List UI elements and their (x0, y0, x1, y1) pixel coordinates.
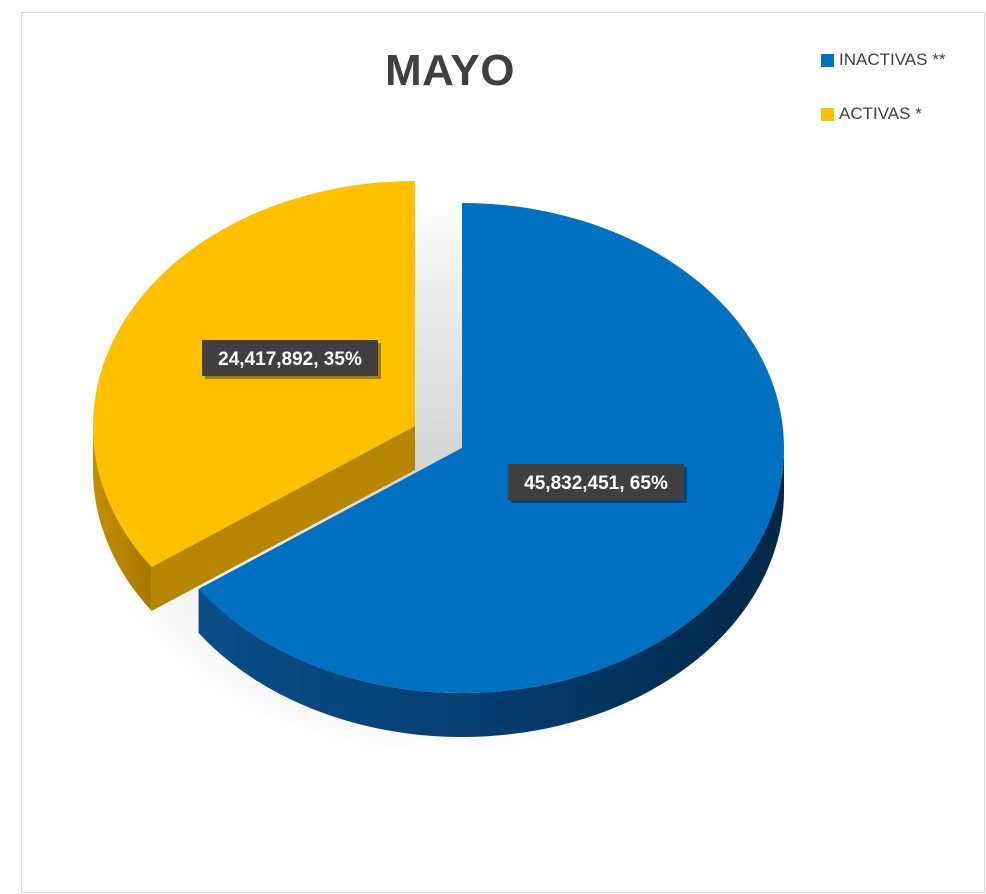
legend-item-inactivas: INACTIVAS ** (821, 48, 945, 72)
legend-label-activas: ACTIVAS * (839, 104, 922, 123)
legend-label-inactivas: INACTIVAS ** (839, 50, 946, 69)
legend: INACTIVAS ** ACTIVAS * (821, 48, 945, 156)
pie-side-inactivas (198, 448, 784, 737)
legend-swatch-activas (821, 107, 834, 121)
legend-item-activas: ACTIVAS * (821, 102, 945, 126)
chart-title: MAYO (385, 46, 515, 95)
data-label-text: 45,832,451, 65% (524, 473, 668, 494)
pie-side-activas (93, 426, 152, 611)
data-label-box (202, 340, 378, 376)
pie-slice-inactivas (198, 203, 784, 694)
data-label-inactivas: 45,832,451, 65% (508, 464, 687, 503)
pie-edge-activas-0 (151, 426, 415, 611)
data-label-box (508, 464, 684, 500)
data-label-text: 24,417,892, 35% (218, 349, 362, 370)
legend-swatch-inactivas (821, 53, 834, 67)
data-label-activas: 24,417,892, 35% (202, 340, 381, 379)
